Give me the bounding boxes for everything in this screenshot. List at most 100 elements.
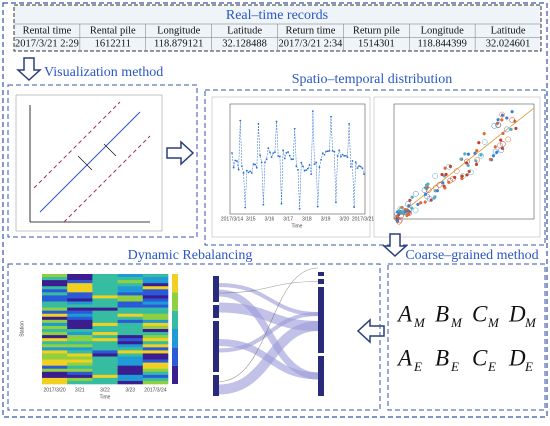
point bbox=[295, 165, 298, 168]
heat-cell bbox=[92, 377, 118, 382]
heat-cell bbox=[67, 313, 93, 318]
heat-cell bbox=[142, 347, 169, 351]
heat-cell bbox=[142, 316, 169, 321]
heat-cell bbox=[67, 359, 93, 363]
heat-cell bbox=[117, 286, 144, 290]
heat-cell bbox=[92, 313, 118, 318]
point bbox=[459, 157, 463, 161]
outer-frame bbox=[2, 2, 548, 418]
time-label: 2017/3/14 bbox=[221, 216, 243, 222]
heat-cell bbox=[42, 365, 68, 370]
point bbox=[453, 168, 460, 175]
heat-cell bbox=[92, 319, 118, 324]
heat-cell bbox=[117, 380, 144, 385]
heat-cell bbox=[142, 338, 169, 342]
heat-cell bbox=[92, 344, 118, 348]
point bbox=[499, 138, 503, 142]
symbol-subscript: E bbox=[524, 359, 533, 374]
line-plot: 2017/3/14 3/15 3/16 3/17 3/18 3/19 3/20 2017/3/… bbox=[221, 110, 374, 229]
point bbox=[463, 152, 467, 156]
heat-cell bbox=[142, 295, 169, 299]
point bbox=[405, 201, 411, 207]
heat-cell bbox=[92, 374, 118, 379]
heat-cell bbox=[117, 301, 144, 305]
colorbar bbox=[172, 274, 178, 293]
heat-cell bbox=[117, 295, 144, 299]
point bbox=[410, 206, 414, 210]
point bbox=[443, 166, 447, 170]
arrow-down bbox=[382, 233, 408, 258]
spatiotemporal-panel bbox=[204, 89, 546, 246]
heat-cell bbox=[142, 368, 169, 373]
records-table: Rental time 2017/3/21 2:29 Rental pile 1612… bbox=[14, 23, 541, 50]
heat-cell bbox=[42, 329, 68, 333]
point bbox=[255, 166, 258, 169]
heat-cell bbox=[92, 298, 118, 302]
heat-cell bbox=[67, 332, 93, 336]
heat-cell bbox=[92, 365, 118, 370]
header-cell: Longitude bbox=[421, 25, 464, 36]
heat-cell bbox=[92, 329, 118, 333]
symbol-letter: D bbox=[508, 301, 526, 326]
sankey-node bbox=[213, 375, 219, 396]
symbol-letter: B bbox=[435, 301, 449, 326]
heat-cell bbox=[67, 368, 93, 373]
point bbox=[328, 150, 331, 152]
heat-cell bbox=[67, 356, 93, 360]
heat-cell bbox=[92, 292, 118, 296]
point bbox=[410, 195, 414, 199]
sankey-flow bbox=[218, 281, 319, 294]
point bbox=[237, 168, 240, 171]
heat-cell bbox=[142, 292, 169, 296]
heat-cell bbox=[42, 283, 68, 287]
heat-cell bbox=[117, 316, 144, 321]
heat-cell bbox=[92, 274, 118, 278]
point bbox=[403, 210, 407, 214]
heat-cell bbox=[67, 292, 93, 296]
heat-cell bbox=[92, 322, 118, 327]
header-cell: Rental time bbox=[23, 25, 72, 36]
colorbar bbox=[172, 329, 178, 348]
heat-cell bbox=[67, 380, 93, 385]
point bbox=[505, 136, 512, 143]
point bbox=[474, 157, 481, 163]
data-cell: 2017/3/21 2:29 bbox=[15, 38, 79, 49]
heat-cell bbox=[117, 332, 144, 336]
point bbox=[499, 111, 506, 118]
heat-cell bbox=[117, 319, 144, 324]
scatter-plot bbox=[394, 110, 518, 225]
colorbar bbox=[172, 347, 178, 366]
heat-cell bbox=[42, 341, 68, 345]
sankey bbox=[204, 267, 334, 402]
heat-cell bbox=[142, 286, 169, 290]
heat-cell bbox=[142, 380, 169, 385]
heat-cell bbox=[117, 289, 144, 293]
sankey-flow bbox=[218, 267, 319, 382]
heat-cell bbox=[42, 286, 68, 290]
heat-cell bbox=[142, 350, 169, 354]
heat-cell bbox=[92, 301, 118, 305]
fit-line bbox=[393, 107, 535, 220]
heat-cell bbox=[67, 341, 93, 345]
heat-cell bbox=[142, 365, 169, 370]
heat-cell bbox=[117, 362, 144, 366]
heat-cell bbox=[117, 350, 144, 354]
boundary bbox=[63, 135, 151, 223]
point bbox=[432, 173, 439, 179]
heat-cell bbox=[142, 371, 169, 376]
point bbox=[488, 157, 493, 162]
colorbar bbox=[172, 292, 178, 311]
heat-cell bbox=[67, 374, 93, 379]
symbol-subscript: M bbox=[487, 315, 500, 330]
point bbox=[257, 123, 260, 125]
heat-cell bbox=[67, 347, 93, 351]
heatmap: 2017/3/20 3/21 3/22 3/23 2017/3/24 Time Statio… bbox=[19, 274, 178, 400]
sankey-node bbox=[318, 279, 324, 284]
point bbox=[419, 201, 423, 205]
time-label: 2017/3/20 bbox=[43, 387, 65, 393]
symbol-letter: C bbox=[472, 301, 488, 326]
point bbox=[503, 126, 510, 133]
point bbox=[398, 208, 405, 215]
point bbox=[425, 187, 432, 193]
heat-cell bbox=[67, 295, 93, 299]
